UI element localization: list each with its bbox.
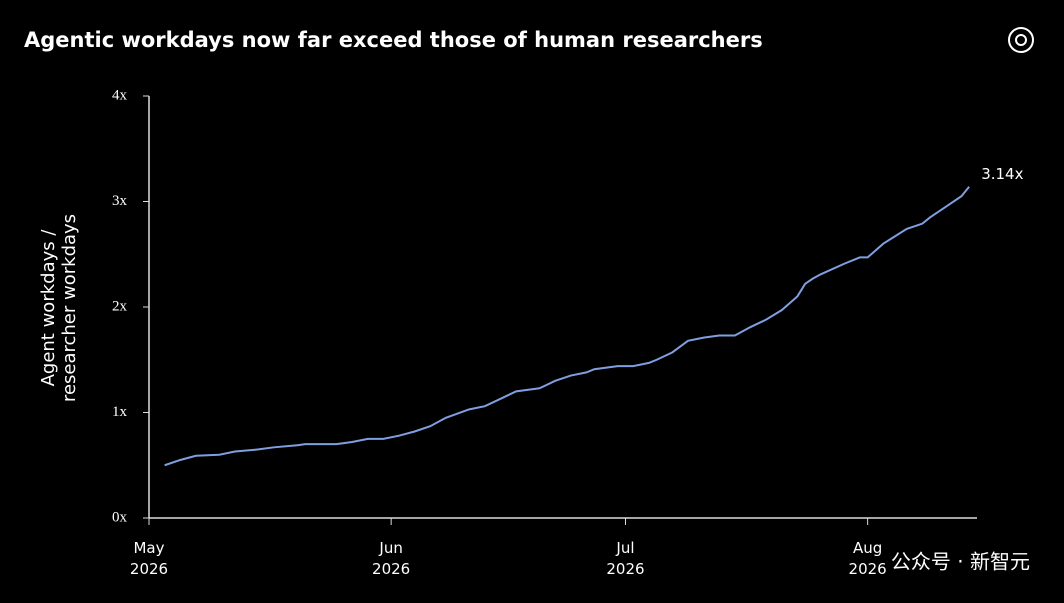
x-tick-label: Jun 2026 <box>372 539 411 578</box>
y-tick-label: 1x <box>112 404 128 420</box>
y-axis-label: researcher workdays <box>59 214 80 402</box>
x-tick-label: May 2026 <box>129 539 169 578</box>
chart-title: Agentic workdays now far exceed those of… <box>24 28 763 52</box>
y-tick-label: 0x <box>112 509 128 525</box>
x-tick-label: Aug 2026 <box>848 539 887 578</box>
x-tick-label: Jul 2026 <box>606 539 645 578</box>
logo <box>1008 27 1034 53</box>
y-axis-label: Agent workdays / <box>38 229 59 387</box>
end-label: 3.14x <box>981 165 1023 183</box>
y-tick-label: 3x <box>112 193 128 209</box>
line-series <box>164 186 970 467</box>
watermark: 公众号 · 新智元 <box>891 550 1030 574</box>
y-tick-label: 2x <box>112 298 128 314</box>
y-tick-label: 4x <box>112 87 128 103</box>
